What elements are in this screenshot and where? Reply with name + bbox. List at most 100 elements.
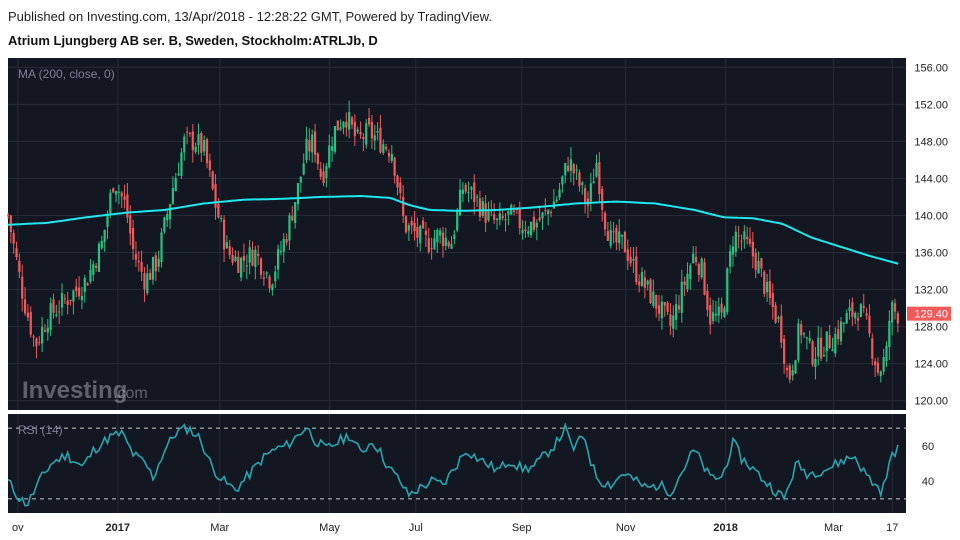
candle-body (131, 228, 135, 250)
candle-body (834, 334, 837, 354)
time-tick-label: 2018 (713, 522, 737, 534)
candle-body (41, 326, 44, 344)
candle-body (495, 218, 499, 220)
price-tick-label: 144.00 (914, 173, 948, 185)
candle-body (23, 299, 27, 314)
candle-body (390, 154, 393, 161)
candle-body (814, 359, 817, 368)
candle-body (140, 261, 143, 272)
candle-body (356, 129, 359, 132)
candle-body (464, 184, 467, 192)
candle-body (478, 198, 482, 217)
candle-body (129, 215, 132, 234)
candle-body (271, 284, 274, 291)
candle-body (336, 120, 339, 131)
candle-body (726, 268, 729, 313)
candle-body (370, 122, 374, 139)
candle-body (208, 160, 211, 171)
candle-body (382, 144, 385, 153)
candle-body (180, 152, 183, 176)
candle-body (186, 131, 189, 133)
candle-body (362, 137, 365, 140)
candle-body (461, 189, 464, 195)
time-tick-label: 2017 (106, 522, 130, 534)
price-tick-label: 136.00 (914, 248, 948, 260)
candle-body (38, 342, 41, 344)
candle-body (288, 215, 291, 241)
candle-body (822, 355, 826, 357)
candle-body (265, 272, 268, 274)
candle-body (416, 227, 419, 238)
candle-body (353, 121, 356, 137)
candle-body (541, 212, 544, 219)
candle-body (675, 304, 678, 320)
candle-body (640, 272, 644, 286)
candle-body (251, 249, 254, 266)
candle-body (783, 338, 786, 364)
candle-body (302, 163, 305, 175)
candle-body (52, 299, 55, 313)
candle-body (348, 112, 351, 130)
candle-body (598, 162, 601, 195)
candle-body (177, 173, 180, 176)
candle-body (458, 189, 462, 216)
candle-body (774, 305, 777, 323)
candle-body (802, 333, 806, 335)
candle-body (606, 231, 609, 241)
candle-body (851, 302, 854, 317)
candle-body (876, 362, 880, 373)
candle-body (436, 230, 439, 243)
candle-body (322, 171, 325, 184)
candle-body (842, 322, 845, 324)
candle-body (46, 327, 49, 333)
candles-group (6, 100, 899, 384)
rsi-line (7, 422, 899, 507)
candle-body (200, 132, 203, 153)
candle-body (837, 329, 840, 340)
candle-body (711, 312, 715, 321)
candle-body (532, 216, 536, 230)
candle-body (433, 238, 436, 249)
candle-body (421, 220, 425, 229)
candle-body (697, 263, 700, 275)
candle-body (618, 231, 621, 244)
candle-body (473, 182, 476, 203)
candle-body (123, 196, 126, 200)
candle-body (882, 356, 885, 372)
candle-body (157, 258, 160, 267)
candle-body (299, 176, 302, 183)
candle-body (530, 221, 533, 236)
candle-body (720, 303, 723, 313)
rsi-tick-label: 60 (922, 441, 934, 453)
candle-body (77, 287, 81, 297)
candle-body (632, 258, 635, 261)
candle-body (262, 277, 265, 279)
candle-body (655, 294, 658, 309)
candle-body (657, 305, 661, 314)
ma-200-line (7, 194, 899, 265)
candle-body (134, 253, 138, 260)
candle-body (498, 213, 501, 220)
candle-body (666, 302, 669, 312)
candle-body (566, 165, 570, 171)
candle-body (723, 308, 726, 317)
price-tick-label: 120.00 (914, 396, 948, 408)
candle-body (214, 184, 217, 208)
time-tick-label: Jul (409, 522, 423, 534)
candle-body (345, 121, 348, 128)
rsi-group (7, 422, 899, 507)
candle-body (760, 258, 763, 269)
candle-body (785, 367, 789, 371)
candle-body (763, 271, 766, 294)
candle-body (402, 197, 405, 216)
candle-body (259, 258, 263, 275)
candle-body (862, 305, 865, 308)
candle-body (527, 231, 530, 234)
candle-body (865, 313, 868, 316)
candle-body (447, 241, 450, 247)
candle-body (888, 320, 891, 348)
candle-body (680, 281, 683, 313)
candle-body (441, 232, 445, 247)
candle-body (808, 338, 811, 342)
